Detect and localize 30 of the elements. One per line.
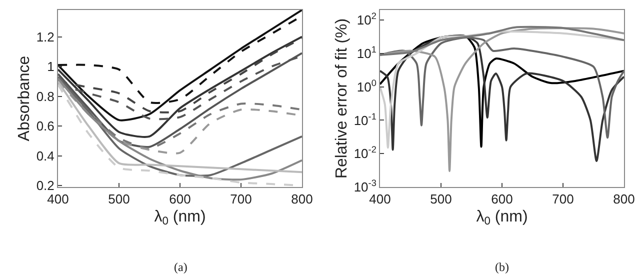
y-axis-title: Relative error of fit (%) (334, 18, 351, 179)
x-tick-label: 800 (613, 192, 635, 207)
x-tick-label: 400 (47, 192, 69, 207)
y-axis-title: Absorbance (16, 56, 34, 142)
x-tick-label: 600 (491, 192, 513, 207)
line-series (58, 37, 302, 114)
x-axis-title: λ$_{0}$ (nm) (154, 208, 206, 228)
line-series (58, 36, 302, 138)
y-tick-label: 0.6 (36, 118, 54, 134)
x-tick-label: 500 (430, 192, 452, 207)
x-axis-title: λ$_{0}$ (nm) (476, 208, 528, 228)
line-series (380, 26, 624, 56)
text: (a) (174, 260, 188, 274)
x-tick-label: 500 (108, 192, 130, 207)
x-tick-label: 700 (230, 192, 252, 207)
y-tick-label: 10$^{-2}$ (354, 144, 376, 162)
y-tick-label: 10$^{0}$ (356, 78, 376, 94)
y-tick-label: 10$^{2}$ (356, 11, 376, 28)
y-tick-label: 10$^{-1}$ (354, 111, 376, 128)
x-tick-label: 700 (552, 192, 574, 207)
y-tick-label: 0.8 (36, 88, 54, 104)
y-tick-label: 0.2 (36, 178, 54, 194)
line-series (58, 52, 302, 148)
y-tick-label: 1 (47, 59, 54, 74)
y-tick-label: 10$^{1}$ (356, 44, 376, 61)
x-tick-label: 800 (291, 192, 313, 207)
text: (b) (495, 260, 509, 274)
y-tick-label: 1.2 (36, 29, 54, 44)
y-tick-label: 0.4 (36, 148, 54, 164)
x-tick-label: 600 (169, 192, 191, 207)
